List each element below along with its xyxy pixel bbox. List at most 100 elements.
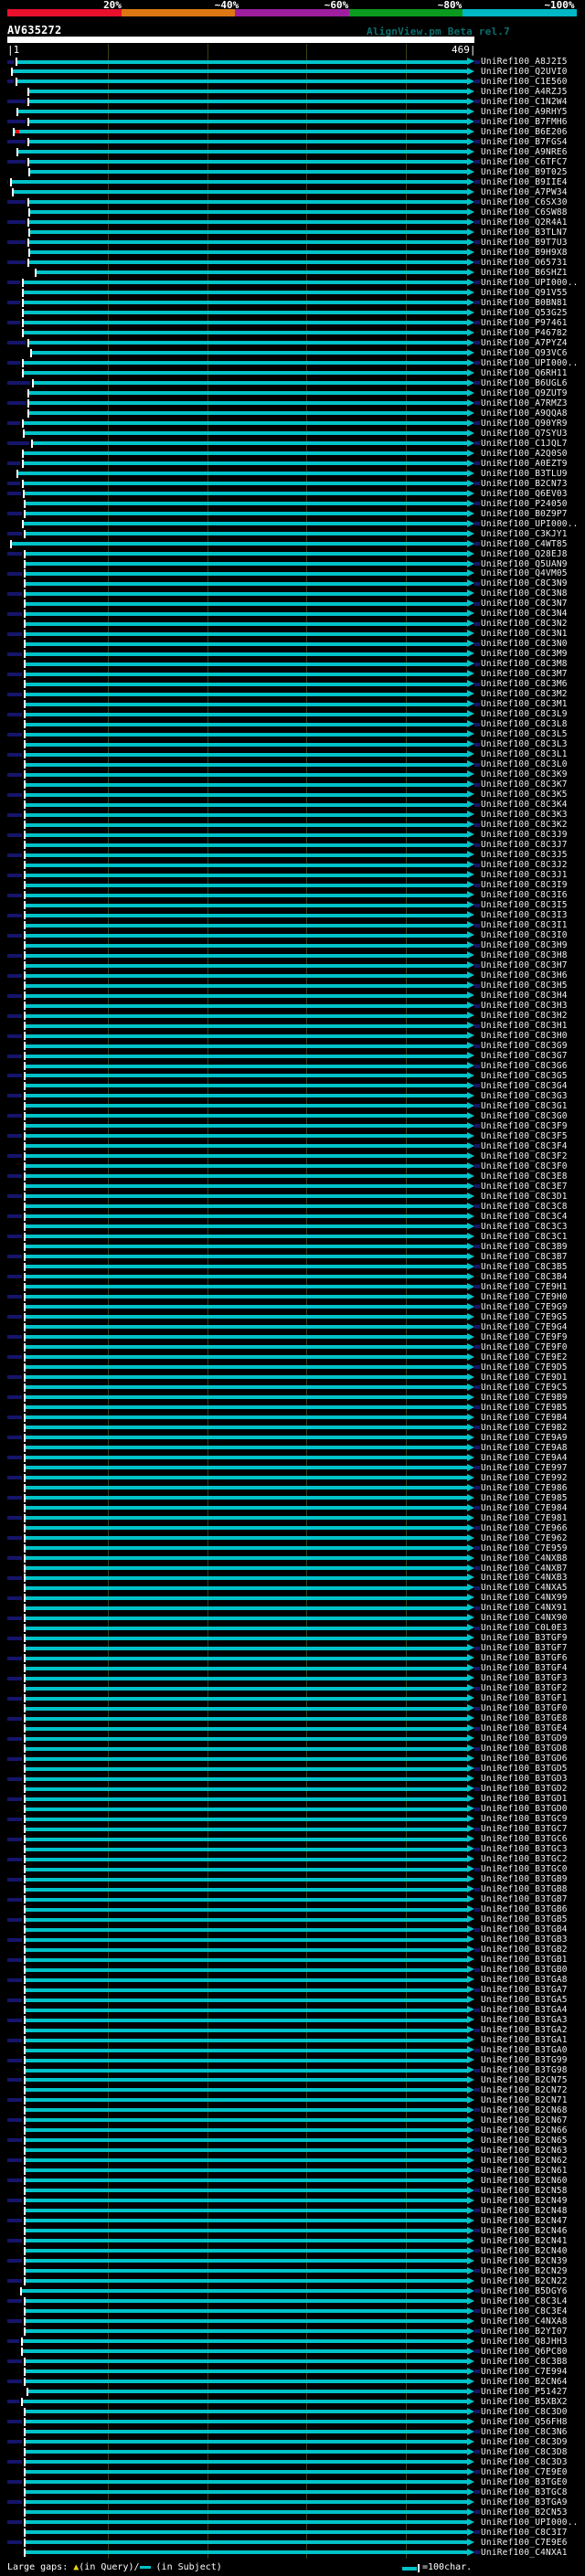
hit-label[interactable]: UniRef100_B2CN71 — [481, 2094, 568, 2105]
alignment-bar[interactable] — [26, 2299, 467, 2304]
alignment-bar[interactable] — [26, 2178, 467, 2183]
alignment-bar[interactable] — [26, 2118, 467, 2123]
hit-label[interactable]: UniRef100_C8C3F5 — [481, 1130, 568, 1141]
hit-label[interactable]: UniRef100_B0BN81 — [481, 297, 568, 308]
hit-label[interactable]: UniRef100_B2CN40 — [481, 2245, 568, 2256]
alignment-bar[interactable] — [12, 180, 467, 185]
alignment-bar[interactable] — [26, 2008, 467, 2012]
alignment-bar[interactable] — [24, 421, 467, 426]
alignment-bar[interactable] — [26, 1937, 467, 1942]
hit-label[interactable]: UniRef100_C8C3M7 — [481, 669, 568, 680]
hit-label[interactable]: UniRef100_C8C3L8 — [481, 719, 568, 730]
hit-label[interactable]: UniRef100_B3TGA1 — [481, 2035, 568, 2046]
hit-label[interactable]: UniRef100_C7E9F0 — [481, 1341, 568, 1352]
hit-label[interactable]: UniRef100_B3TGB8 — [481, 1884, 568, 1895]
alignment-bar[interactable] — [26, 1716, 467, 1721]
hit-label[interactable]: UniRef100_B2YI07 — [481, 2326, 568, 2337]
hit-label[interactable]: UniRef100_C7E9H0 — [481, 1291, 568, 1302]
alignment-bar[interactable] — [26, 1807, 467, 1811]
hit-label[interactable]: UniRef100_B3TLN7 — [481, 227, 568, 238]
hit-label[interactable]: UniRef100_B3TLU9 — [481, 468, 568, 479]
alignment-bar[interactable] — [22, 2289, 467, 2294]
hit-label[interactable]: UniRef100_B3TGD0 — [481, 1804, 568, 1815]
alignment-bar[interactable] — [26, 2269, 467, 2274]
hit-label[interactable]: UniRef100_C8C3K2 — [481, 820, 568, 831]
hit-label[interactable]: UniRef100_B3TGB1 — [481, 1955, 568, 1966]
hit-label[interactable]: UniRef100_C8C3K4 — [481, 800, 568, 811]
hit-label[interactable]: UniRef100_UPI000.. — [481, 277, 579, 288]
alignment-bar[interactable] — [26, 832, 467, 837]
hit-label[interactable]: UniRef100_B3TGA2 — [481, 2025, 568, 2036]
hit-label[interactable]: UniRef100_UPI000.. — [481, 357, 579, 368]
alignment-bar[interactable] — [26, 1526, 467, 1531]
hit-label[interactable]: UniRef100_C7E9E0 — [481, 2466, 568, 2477]
alignment-bar[interactable] — [24, 321, 467, 325]
hit-label[interactable]: UniRef100_B5DGY6 — [481, 2285, 568, 2296]
hit-label[interactable]: UniRef100_B3TGB3 — [481, 1935, 568, 1945]
hit-label[interactable]: UniRef100_C8C3M2 — [481, 689, 568, 700]
alignment-bar[interactable] — [26, 532, 467, 536]
alignment-bar[interactable] — [26, 843, 467, 847]
alignment-bar[interactable] — [26, 2460, 467, 2465]
alignment-bar[interactable] — [26, 2500, 467, 2505]
hit-label[interactable]: UniRef100_B3TGA3 — [481, 2015, 568, 2026]
hit-label[interactable]: UniRef100_Q93VC6 — [481, 347, 568, 358]
hit-label[interactable]: UniRef100_B3TGE0 — [481, 2476, 568, 2487]
alignment-bar[interactable] — [26, 2369, 467, 2374]
alignment-bar[interactable] — [26, 2470, 467, 2475]
hit-label[interactable]: UniRef100_C8C3I9 — [481, 880, 568, 891]
alignment-bar[interactable] — [26, 2520, 467, 2525]
hit-label[interactable]: UniRef100_C4NXB3 — [481, 1573, 568, 1584]
alignment-bar[interactable] — [18, 472, 467, 476]
alignment-bar[interactable] — [26, 2450, 467, 2454]
hit-label[interactable]: UniRef100_C4NXB8 — [481, 1553, 568, 1564]
alignment-bar[interactable] — [26, 1486, 467, 1490]
alignment-bar[interactable] — [26, 682, 467, 686]
alignment-bar[interactable] — [26, 2490, 467, 2495]
alignment-bar[interactable] — [26, 1044, 467, 1048]
hit-label[interactable]: UniRef100_B9IIE4 — [481, 176, 568, 187]
alignment-bar[interactable] — [26, 772, 467, 777]
alignment-bar[interactable] — [26, 722, 467, 726]
hit-label[interactable]: UniRef100_C1E560 — [481, 76, 568, 87]
hit-label[interactable]: UniRef100_B9T7U3 — [481, 237, 568, 248]
alignment-bar[interactable] — [26, 1013, 467, 1018]
alignment-bar[interactable] — [26, 802, 467, 807]
hit-label[interactable]: UniRef100_P51427 — [481, 2386, 568, 2397]
alignment-bar[interactable] — [26, 2530, 467, 2535]
hit-label[interactable]: UniRef100_C8C3H2 — [481, 1011, 568, 1022]
hit-label[interactable]: UniRef100_C4NXB7 — [481, 1563, 568, 1574]
hit-label[interactable]: UniRef100_C8C3H3 — [481, 1001, 568, 1012]
alignment-bar[interactable] — [26, 913, 467, 917]
alignment-bar[interactable] — [26, 581, 467, 586]
alignment-bar[interactable] — [29, 341, 467, 345]
hit-label[interactable]: UniRef100_C8C3N4 — [481, 609, 568, 620]
alignment-bar[interactable] — [26, 933, 467, 938]
hit-label[interactable]: UniRef100_B3TGB6 — [481, 1904, 568, 1915]
hit-label[interactable]: UniRef100_A7RMZ3 — [481, 398, 568, 408]
hit-label[interactable]: UniRef100_C7E9A9 — [481, 1432, 568, 1443]
alignment-bar[interactable] — [26, 1054, 467, 1058]
alignment-bar[interactable] — [26, 1676, 467, 1680]
alignment-bar[interactable] — [32, 351, 467, 355]
alignment-bar[interactable] — [29, 401, 467, 406]
alignment-bar[interactable] — [26, 1927, 467, 1932]
hit-label[interactable]: UniRef100_C8C3G3 — [481, 1090, 568, 1101]
alignment-bar[interactable] — [26, 1556, 467, 1560]
alignment-bar[interactable] — [26, 571, 467, 576]
alignment-bar[interactable] — [26, 2550, 467, 2555]
hit-label[interactable]: UniRef100_B3TGF1 — [481, 1693, 568, 1704]
alignment-bar[interactable] — [26, 2138, 467, 2143]
alignment-bar[interactable] — [26, 1405, 467, 1410]
alignment-bar[interactable] — [24, 291, 467, 295]
hit-label[interactable]: UniRef100_C7E9B4 — [481, 1412, 568, 1423]
alignment-bar[interactable] — [26, 1636, 467, 1640]
hit-label[interactable]: UniRef100_C6SX30 — [481, 196, 568, 207]
alignment-bar[interactable] — [26, 2249, 467, 2253]
alignment-bar[interactable] — [30, 230, 467, 235]
hit-label[interactable]: UniRef100_B3TGC9 — [481, 1814, 568, 1825]
hit-label[interactable]: UniRef100_B0Z9P7 — [481, 508, 568, 519]
hit-label[interactable]: UniRef100_UPI000.. — [481, 2517, 579, 2528]
alignment-bar[interactable] — [26, 1595, 467, 1600]
hit-label[interactable]: UniRef100_P97461 — [481, 317, 568, 328]
